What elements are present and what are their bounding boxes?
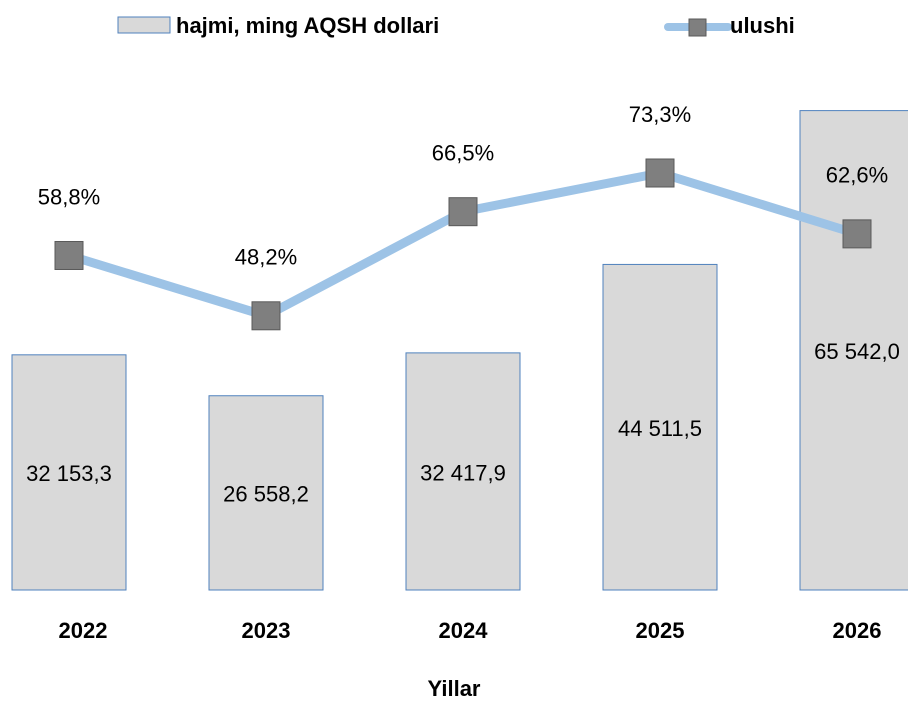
bar: [405, 352, 521, 591]
bar-value-label: 26 558,2: [223, 482, 309, 507]
bar: [208, 395, 324, 591]
line-marker: [54, 240, 84, 270]
legend-marker: [688, 18, 707, 37]
line-value-label: 48,2%: [235, 245, 297, 270]
legend-label: hajmi, ming AQSH dollari: [176, 13, 439, 38]
line-value-label: 58,8%: [38, 184, 100, 209]
bar-value-label: 65 542,0: [814, 339, 900, 364]
line: [67, 168, 859, 321]
line-value-label: 66,5%: [432, 141, 494, 166]
bar: [602, 263, 718, 591]
x-tick-label: 2024: [439, 618, 489, 643]
x-tick-label: 2026: [833, 618, 882, 643]
legend-swatch: [117, 16, 171, 34]
line-marker: [842, 219, 872, 249]
line-marker: [448, 197, 478, 227]
bar-value-label: 44 511,5: [618, 416, 702, 441]
line-marker: [645, 158, 675, 188]
bar-value-label: 32 153,3: [26, 461, 112, 486]
x-tick-label: 2023: [242, 618, 291, 643]
x-axis-title: Yillar: [428, 676, 481, 701]
bar: [799, 110, 908, 591]
legend-label: ulushi: [730, 13, 795, 38]
bar-value-label: 32 417,9: [420, 460, 506, 485]
bar: [11, 354, 127, 591]
line-marker: [251, 301, 281, 331]
line-value-label: 62,6%: [826, 163, 888, 188]
x-tick-label: 2025: [636, 618, 685, 643]
line-value-label: 73,3%: [629, 102, 691, 127]
x-tick-label: 2022: [59, 618, 108, 643]
